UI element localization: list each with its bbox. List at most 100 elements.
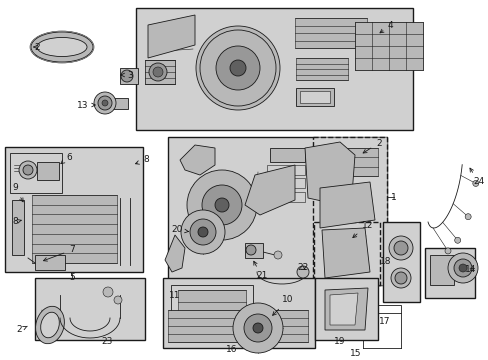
Bar: [424, 248, 474, 298]
Text: 2: 2: [16, 325, 27, 334]
Text: 10: 10: [272, 296, 293, 315]
Circle shape: [388, 236, 412, 260]
Bar: [319, 148, 377, 176]
Circle shape: [102, 100, 108, 106]
Circle shape: [215, 198, 228, 212]
Ellipse shape: [31, 32, 93, 62]
Bar: [295, 58, 347, 80]
Bar: [244, 243, 263, 258]
Circle shape: [103, 287, 113, 297]
Bar: [314, 278, 377, 340]
Circle shape: [273, 251, 282, 259]
Polygon shape: [329, 293, 357, 325]
Text: 2: 2: [363, 139, 381, 153]
Text: 9: 9: [12, 184, 23, 202]
Text: 21: 21: [253, 261, 267, 280]
Bar: [5, 147, 142, 272]
Circle shape: [198, 227, 207, 237]
Text: 22: 22: [296, 264, 307, 273]
Bar: [354, 22, 422, 70]
Circle shape: [472, 180, 478, 186]
Text: 24: 24: [469, 168, 483, 186]
Text: 1: 1: [390, 193, 396, 202]
Circle shape: [252, 323, 263, 333]
Bar: [120, 68, 138, 84]
Text: 8: 8: [12, 217, 21, 226]
Text: 18: 18: [380, 257, 391, 266]
Text: 3: 3: [121, 71, 133, 80]
Text: 15: 15: [349, 350, 361, 359]
Polygon shape: [244, 165, 294, 215]
Bar: [163, 278, 314, 348]
Text: 13: 13: [76, 100, 95, 109]
Text: 17: 17: [379, 318, 390, 327]
Bar: [266, 192, 305, 202]
Bar: [178, 290, 245, 326]
Circle shape: [464, 214, 470, 220]
Circle shape: [229, 60, 245, 76]
Bar: [299, 91, 329, 103]
Ellipse shape: [41, 312, 59, 338]
Polygon shape: [305, 142, 354, 205]
Text: 16: 16: [226, 346, 237, 355]
Text: 5: 5: [69, 274, 75, 283]
Text: 7: 7: [43, 246, 75, 261]
Circle shape: [393, 241, 407, 255]
Circle shape: [94, 92, 116, 114]
Ellipse shape: [36, 306, 64, 344]
Circle shape: [458, 264, 466, 272]
Circle shape: [186, 170, 257, 240]
Ellipse shape: [37, 37, 87, 57]
Bar: [168, 137, 386, 285]
Circle shape: [454, 237, 460, 243]
Circle shape: [245, 245, 256, 255]
Bar: [266, 165, 305, 175]
Polygon shape: [148, 15, 195, 58]
Text: 11: 11: [169, 291, 181, 300]
Circle shape: [447, 253, 477, 283]
Bar: [145, 60, 175, 84]
Circle shape: [190, 219, 216, 245]
Circle shape: [390, 268, 410, 288]
Polygon shape: [319, 182, 374, 228]
Circle shape: [23, 165, 33, 175]
Circle shape: [114, 296, 122, 304]
Bar: [145, 60, 175, 84]
Circle shape: [296, 266, 308, 278]
Polygon shape: [321, 228, 369, 278]
Bar: [35, 278, 145, 340]
Bar: [312, 137, 386, 285]
Text: 6: 6: [61, 153, 72, 164]
Circle shape: [98, 96, 112, 110]
Bar: [429, 255, 453, 285]
Circle shape: [394, 272, 406, 284]
Circle shape: [153, 67, 163, 77]
Polygon shape: [164, 235, 184, 272]
Bar: [35, 255, 65, 270]
Circle shape: [196, 26, 280, 110]
Circle shape: [19, 161, 37, 179]
Text: 19: 19: [334, 338, 345, 346]
Polygon shape: [325, 288, 367, 330]
Text: 4: 4: [379, 21, 393, 33]
Bar: [112, 98, 128, 109]
Bar: [313, 222, 379, 285]
Bar: [12, 200, 24, 255]
Circle shape: [444, 248, 450, 254]
Bar: [295, 88, 333, 106]
Text: 12: 12: [352, 220, 373, 238]
Circle shape: [244, 314, 271, 342]
Bar: [266, 178, 305, 188]
Text: 20: 20: [171, 225, 188, 234]
Polygon shape: [180, 145, 215, 175]
Circle shape: [453, 259, 471, 277]
Bar: [136, 8, 412, 130]
Circle shape: [121, 70, 133, 82]
Circle shape: [216, 46, 260, 90]
Bar: [171, 285, 252, 333]
Text: 23: 23: [101, 338, 112, 346]
Bar: [32, 195, 117, 263]
Bar: [269, 148, 305, 162]
Circle shape: [202, 185, 242, 225]
Circle shape: [181, 210, 224, 254]
